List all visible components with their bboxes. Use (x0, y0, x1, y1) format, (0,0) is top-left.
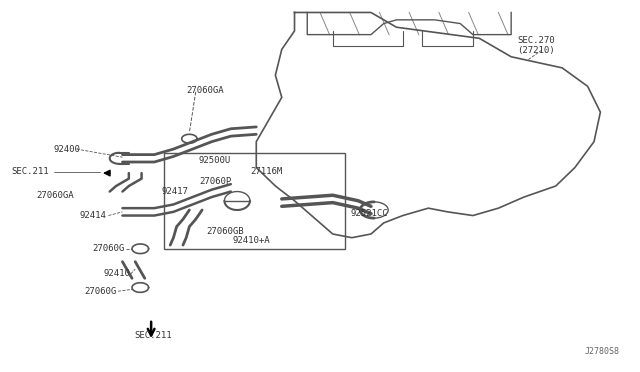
Text: 92410+A: 92410+A (232, 236, 269, 245)
Text: 27060GA: 27060GA (186, 86, 224, 94)
Text: 27060P: 27060P (199, 177, 231, 186)
Text: SEC.211: SEC.211 (134, 331, 172, 340)
Text: J2780S8: J2780S8 (584, 347, 620, 356)
Text: 92410: 92410 (103, 269, 130, 278)
Text: 27060GB: 27060GB (207, 227, 244, 235)
Text: 92500U: 92500U (199, 156, 231, 166)
Bar (164, 153, 346, 249)
Text: 27060G: 27060G (84, 287, 116, 296)
Text: 92400: 92400 (54, 145, 81, 154)
Text: SEC.270
(27210): SEC.270 (27210) (518, 36, 555, 55)
Text: 27116M: 27116M (250, 167, 282, 176)
Text: 92521CC: 92521CC (351, 209, 388, 218)
Text: 92414: 92414 (79, 211, 106, 220)
Text: 27060G: 27060G (92, 244, 124, 253)
Text: 92417: 92417 (162, 187, 189, 196)
Text: 27060GA: 27060GA (36, 191, 74, 200)
Text: SEC.211: SEC.211 (11, 167, 49, 176)
